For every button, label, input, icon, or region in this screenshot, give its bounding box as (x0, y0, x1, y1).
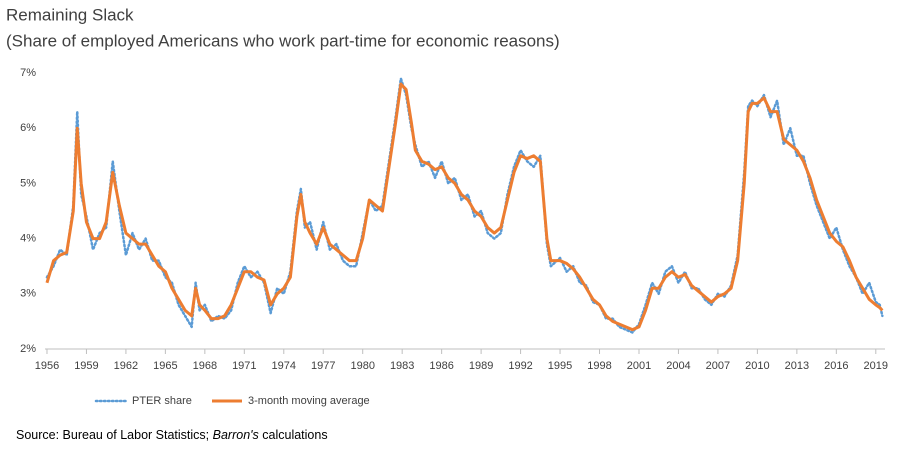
x-tick-label: 1974 (272, 360, 296, 372)
x-tick-label: 2019 (864, 360, 888, 372)
x-tick-label: 2010 (745, 360, 769, 372)
chart-subtitle: (Share of employed Americans who work pa… (6, 31, 560, 50)
x-tick-label: 1983 (390, 360, 414, 372)
x-tick-label: 1971 (232, 360, 256, 372)
y-tick-label: 6% (20, 122, 36, 134)
x-tick-label: 1989 (469, 360, 493, 372)
y-tick-label: 5% (20, 177, 36, 189)
source-text: Barron's (213, 428, 259, 442)
x-tick-label: 2007 (706, 360, 730, 372)
x-tick-label: 1962 (114, 360, 138, 372)
legend-label: PTER share (132, 395, 192, 407)
x-tick-label: 1977 (311, 360, 335, 372)
y-tick-label: 2% (20, 343, 36, 355)
x-tick-label: 2013 (785, 360, 809, 372)
chart-title: Remaining Slack (6, 5, 134, 24)
source-text: Source: Bureau of Labor Statistics; (16, 428, 213, 442)
x-tick-label: 1992 (508, 360, 532, 372)
x-tick-label: 2004 (666, 360, 690, 372)
source-text: calculations (259, 428, 328, 442)
source: Source: Bureau of Labor Statistics; Barr… (16, 428, 328, 442)
x-tick-label: 2001 (627, 360, 651, 372)
x-tick-label: 1986 (429, 360, 453, 372)
series-line (45, 82, 884, 332)
x-tick-label: 1959 (74, 360, 98, 372)
x-tick-label: 2016 (824, 360, 848, 372)
x-tick-label: 1956 (35, 360, 59, 372)
legend-label: 3-month moving average (248, 395, 370, 407)
x-tick-label: 1965 (153, 360, 177, 372)
y-tick-label: 4% (20, 233, 36, 245)
y-tick-label: 3% (20, 288, 36, 300)
x-tick-label: 1995 (548, 360, 572, 372)
series-line (45, 77, 884, 334)
x-tick-label: 1998 (587, 360, 611, 372)
x-tick-label: 1980 (350, 360, 374, 372)
x-tick-label: 1968 (193, 360, 217, 372)
y-tick-label: 7% (20, 67, 36, 79)
